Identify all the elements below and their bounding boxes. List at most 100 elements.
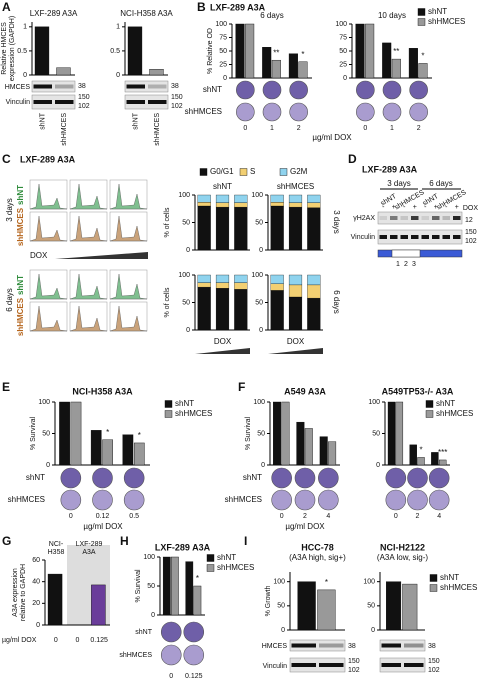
- x-tick-label: 0: [394, 513, 398, 520]
- blot-label: Vinculin: [6, 99, 30, 106]
- row-label: shNT: [16, 185, 25, 205]
- marker: 38: [78, 83, 86, 90]
- x-tick-label: 0.5: [129, 513, 139, 520]
- panel-label: D: [348, 152, 357, 166]
- histogram-frame: [29, 269, 68, 300]
- y-tick-label: 100: [335, 21, 347, 28]
- blot-band: [148, 100, 167, 104]
- bar: [402, 583, 418, 631]
- legend-swatch: [206, 564, 215, 572]
- blot-label: HMCES: [5, 84, 31, 91]
- marker: 38: [428, 643, 436, 650]
- bar: [185, 561, 194, 616]
- legend-swatch: [279, 168, 288, 176]
- y-tick-label: 0: [261, 462, 265, 469]
- y-tick-label: 100: [251, 192, 263, 199]
- marker: 38: [348, 643, 356, 650]
- plate: [262, 102, 282, 122]
- y-tick-label: 100: [178, 192, 190, 199]
- histogram: [109, 215, 148, 242]
- bar-segment: [215, 206, 230, 251]
- lane-number: 1: [396, 261, 400, 268]
- histogram: [109, 183, 148, 210]
- bar: [297, 581, 316, 631]
- y-tick-label: 0: [186, 327, 190, 334]
- x-axis-label: µg/ml DOX: [83, 522, 123, 531]
- bar-segment: [197, 205, 211, 251]
- histogram-frame: [109, 269, 148, 300]
- y-axis-label: % Survival: [135, 569, 142, 603]
- panel-label: B: [197, 0, 206, 14]
- bar: [438, 459, 447, 466]
- bar: [317, 589, 336, 631]
- row-label: shHMCES: [225, 495, 262, 504]
- dox-sign: +: [392, 204, 396, 211]
- legend-label: shNT: [436, 399, 455, 408]
- panel-title: LXF-289 A3A: [20, 154, 76, 164]
- y-tick-label: 100: [251, 272, 263, 279]
- x-tick-label: 0: [76, 637, 80, 644]
- panel-label: F: [238, 380, 245, 394]
- blot: [31, 94, 76, 110]
- panel-label: E: [2, 380, 10, 394]
- plate: [236, 80, 255, 100]
- bar-segment: [307, 284, 321, 299]
- legend-label: shHMCES: [428, 17, 465, 26]
- y-tick-label: 0: [223, 75, 227, 82]
- plate: [92, 489, 113, 511]
- y-tick-label: 50: [42, 430, 50, 437]
- legend-swatch: [425, 400, 434, 408]
- y-tick-label: 50: [367, 603, 375, 610]
- significance: **: [393, 47, 399, 56]
- y-tick-label: 0: [186, 247, 190, 254]
- legend-swatch: [206, 554, 215, 562]
- chart-title: HCC-78: [301, 542, 334, 552]
- row-label: shNT: [135, 629, 152, 636]
- x-tick-label: 2: [303, 513, 307, 520]
- group-label: NCI-: [49, 541, 64, 548]
- histogram: [29, 305, 68, 332]
- plate: [356, 102, 375, 122]
- marker: 102: [78, 103, 90, 110]
- histogram: [69, 183, 108, 210]
- time-label: 3 days: [5, 198, 14, 222]
- blot-label: Vinculin: [263, 663, 287, 670]
- dox-gradient: [195, 348, 250, 354]
- bar-segment: [234, 202, 248, 208]
- blot-label: γH2AX: [353, 215, 375, 222]
- row-label: shNT: [26, 473, 45, 482]
- bar-segment: [215, 288, 230, 331]
- x-tick-label: 1: [270, 125, 274, 132]
- bar-segment: [270, 290, 284, 331]
- blot-band: [55, 84, 74, 89]
- bar-segment: [197, 274, 211, 283]
- marker: 102: [348, 667, 360, 674]
- bar: [235, 23, 245, 79]
- bar-segment: [307, 274, 321, 286]
- marker: 150: [78, 94, 90, 101]
- chart-title: NCI-H358 A3A: [72, 386, 133, 396]
- bar-segment: [288, 194, 303, 203]
- legend-label: S: [250, 167, 255, 176]
- legend-label: shHMCES: [436, 409, 473, 418]
- legend-swatch: [429, 574, 438, 582]
- blot-band: [319, 643, 344, 648]
- legend-label: shNT: [217, 553, 236, 562]
- histogram: [109, 273, 148, 300]
- plate: [236, 102, 255, 122]
- bar: [281, 401, 290, 466]
- marker: 102: [428, 667, 440, 674]
- legend-label: shHMCES: [217, 563, 254, 572]
- marker: 38: [171, 83, 179, 90]
- y-tick-label: 0: [36, 622, 40, 629]
- panel-title: LXF-289 A3A: [362, 164, 418, 174]
- legend-label: shNT: [428, 7, 447, 16]
- bar-segment: [288, 206, 303, 251]
- histogram-frame: [109, 301, 148, 332]
- plate: [123, 489, 145, 511]
- bar-segment: [288, 284, 303, 298]
- bar: [171, 556, 179, 616]
- y-tick-label: 50: [255, 299, 263, 306]
- bar-segment: [307, 194, 321, 203]
- bar: [91, 584, 106, 626]
